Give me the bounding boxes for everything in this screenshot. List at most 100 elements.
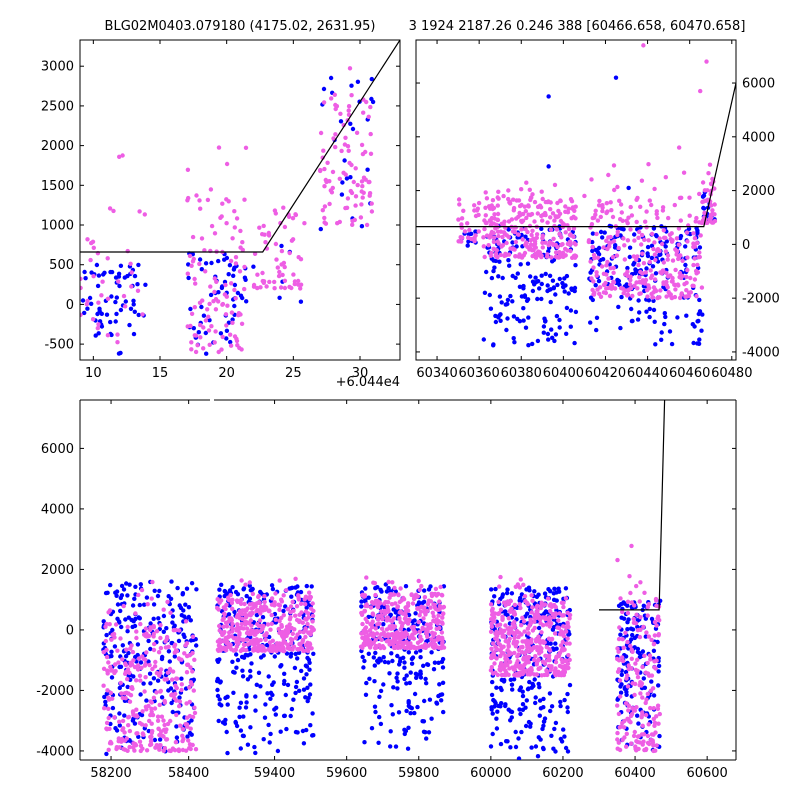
full-blue-point — [265, 691, 270, 696]
full-pink-point — [370, 612, 376, 617]
full-pink-point — [553, 604, 558, 610]
full-x-tick-label: 58200 — [90, 766, 131, 781]
full-pink-point — [374, 645, 379, 650]
full-blue-point — [144, 698, 149, 703]
recent-pink-point — [605, 259, 610, 265]
full-blue-point — [635, 649, 641, 655]
full-blue-point — [123, 617, 128, 622]
recent-pink-point — [630, 293, 635, 299]
zoom-pink-point — [327, 201, 332, 207]
full-pink-point — [134, 635, 139, 641]
full-pink-point — [106, 695, 111, 700]
zoom-pink-point — [232, 287, 237, 293]
recent-blue-point — [573, 263, 578, 268]
recent-pink-point — [676, 242, 681, 247]
full-pink-point — [379, 609, 384, 614]
full-pink-point — [552, 631, 558, 636]
full-blue-point — [151, 602, 157, 607]
full-blue-point — [532, 589, 537, 594]
full-pink-point — [534, 604, 539, 610]
full-pink-point — [299, 646, 305, 651]
full-blue-point — [508, 677, 513, 682]
recent-pink-outlier — [676, 145, 682, 150]
full-pink-point — [124, 736, 129, 741]
full-pink-point — [366, 633, 371, 638]
full-pink-point — [528, 617, 533, 622]
full-pink-point — [654, 603, 659, 608]
full-blue-point — [254, 612, 260, 618]
full-pink-point — [628, 643, 633, 649]
x-offset-label: +6.044e4 — [336, 375, 400, 390]
recent-blue-point — [504, 327, 509, 333]
zoom-pink-point — [252, 251, 258, 256]
recent-blue-point — [697, 337, 702, 342]
full-blue-point — [377, 656, 382, 661]
full-pink-point — [310, 619, 315, 624]
recent-blue-outlier — [546, 94, 551, 99]
full-blue-point — [271, 680, 276, 685]
full-pink-point — [565, 661, 571, 666]
full-blue-point — [222, 593, 227, 599]
full-pink-point — [628, 590, 633, 596]
recent-pink-point — [622, 243, 627, 248]
full-pink-point — [439, 644, 445, 650]
full-pink-point — [135, 731, 140, 736]
recent-pink-point — [532, 219, 537, 224]
full-blue-point — [110, 705, 116, 711]
recent-pink-point — [687, 213, 692, 218]
zoom-pink-point — [115, 332, 120, 337]
full-pink-point — [180, 727, 186, 732]
full-blue-point — [261, 653, 266, 658]
full-pink-point — [430, 630, 435, 635]
zoom-blue-point — [224, 328, 230, 333]
recent-pink-point — [615, 229, 620, 234]
recent-blue-point — [533, 275, 538, 280]
full-blue-point — [402, 665, 407, 670]
recent-pink-point — [501, 193, 506, 199]
full-pink-point — [152, 706, 158, 711]
recent-pink-point — [528, 197, 533, 203]
full-pink-point — [657, 711, 662, 717]
recent-pink-point — [639, 232, 645, 238]
full-pink-point — [172, 644, 177, 649]
full-pink-point — [616, 740, 621, 745]
full-pink-point — [410, 601, 416, 606]
zoom-pink-point — [237, 345, 242, 351]
full-blue-point — [566, 632, 571, 637]
zoom-blue-point — [251, 264, 256, 269]
full-blue-point — [263, 702, 268, 707]
recent-pink-point — [680, 273, 685, 279]
full-blue-point — [641, 676, 646, 681]
zoom-blue-point — [244, 299, 249, 304]
full-blue-point — [151, 676, 157, 681]
full-blue-point — [425, 662, 430, 667]
recent-pink-point — [533, 255, 539, 260]
full-pink-point — [390, 640, 395, 646]
full-blue-point — [144, 595, 150, 600]
recent-y-tick-label: -2000 — [742, 292, 780, 307]
full-pink-point — [239, 578, 244, 583]
full-pink-point — [534, 615, 539, 621]
recent-pink-point — [642, 237, 647, 242]
full-pink-point — [152, 641, 157, 647]
recent-blue-point — [539, 281, 544, 287]
recent-pink-point — [697, 250, 702, 255]
zoom-pink-point — [347, 66, 353, 71]
zoom-pink-point — [96, 300, 101, 305]
recent-pink-point — [670, 238, 675, 243]
recent-pink-point — [550, 241, 556, 247]
full-pink-point — [123, 662, 129, 668]
zoom-pink-point — [355, 182, 360, 188]
full-pink-point — [404, 604, 409, 610]
full-blue-point — [137, 616, 142, 621]
full-blue-point — [270, 586, 276, 592]
full-pink-point — [491, 650, 497, 656]
full-pink-point — [147, 742, 153, 748]
full-pink-point — [297, 641, 302, 647]
recent-pink-point — [707, 217, 712, 222]
full-blue-point — [635, 624, 640, 630]
full-pink-point — [559, 664, 565, 670]
full-pink-point — [252, 604, 257, 610]
full-pink-point — [137, 673, 143, 678]
full-blue-point — [362, 658, 367, 664]
